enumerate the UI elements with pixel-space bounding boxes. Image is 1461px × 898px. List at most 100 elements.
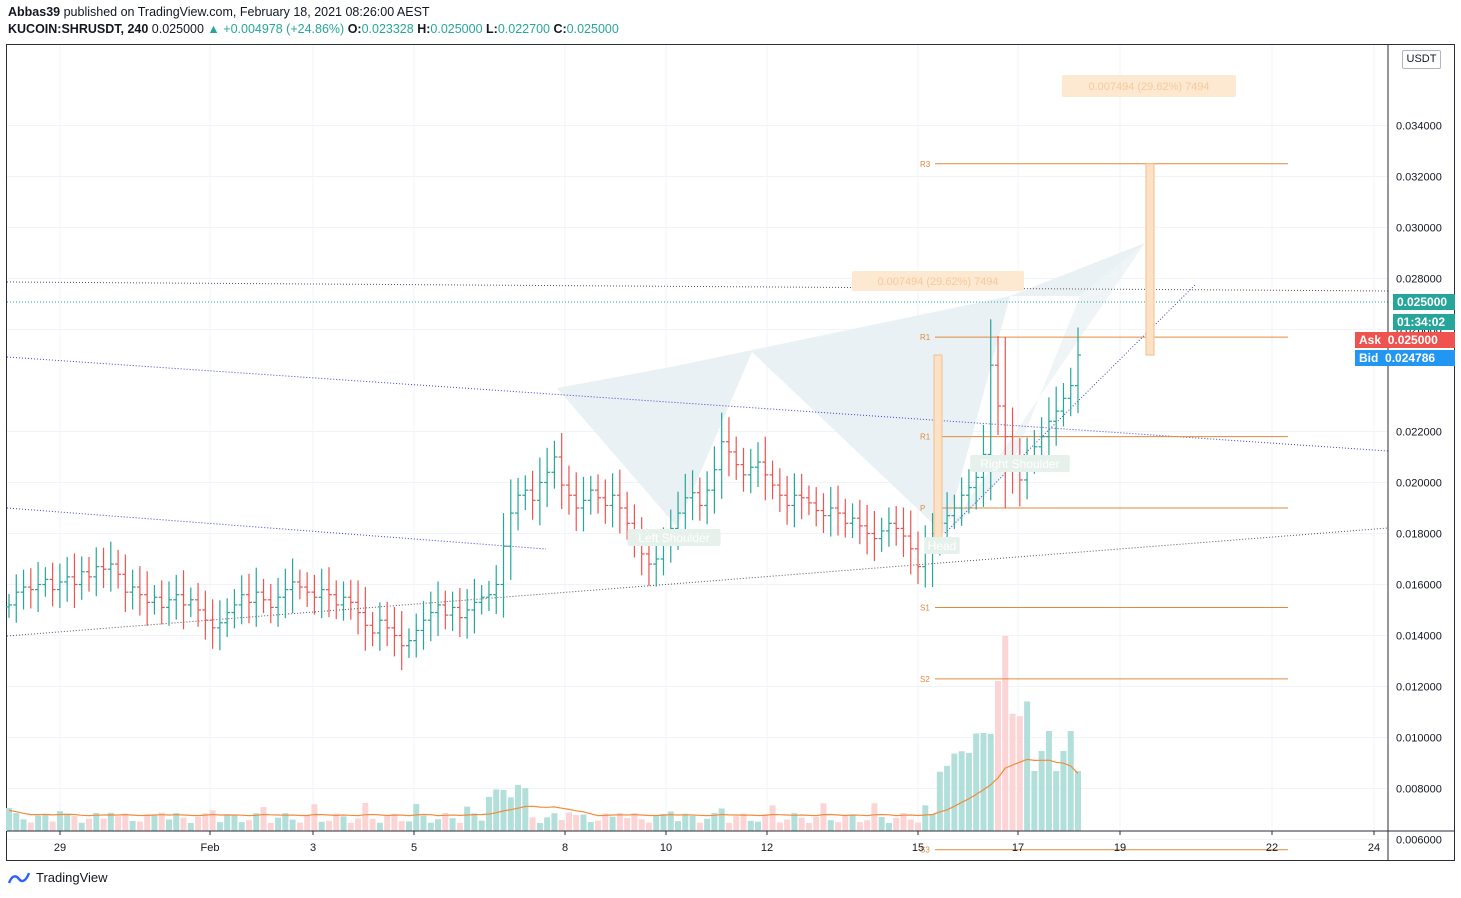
- volume-bar: [820, 803, 827, 831]
- volume-bar: [35, 815, 42, 831]
- time-tick-label: 19: [1114, 842, 1126, 854]
- volume-bar: [267, 822, 274, 831]
- high-value: 0.025000: [430, 22, 483, 36]
- volume-bar: [100, 818, 107, 831]
- volume-bar: [944, 765, 951, 831]
- volume-bar: [42, 814, 49, 831]
- volume-bar: [805, 822, 812, 831]
- volume-bar: [384, 815, 391, 831]
- volume-bar: [638, 819, 645, 831]
- head-label-box: [924, 537, 960, 554]
- volume-bar: [180, 817, 187, 831]
- volume-bar: [522, 788, 529, 831]
- price-tick-label: 0.022000: [1396, 427, 1442, 439]
- pivot-label: R3: [920, 160, 931, 169]
- ask-tag: Ask 0.025000: [1355, 332, 1455, 348]
- time-tick-label: 3: [310, 842, 316, 854]
- volume-bar: [413, 803, 420, 831]
- volume-bar: [122, 813, 129, 831]
- volume-bar: [27, 822, 34, 831]
- price-tick-label: 0.010000: [1396, 733, 1442, 745]
- volume-bar: [238, 822, 245, 831]
- open-label: O:: [347, 22, 362, 36]
- volume-bar: [311, 804, 318, 831]
- tradingview-logo[interactable]: TradingView: [8, 870, 108, 885]
- volume-bar: [980, 733, 987, 831]
- volume-bar: [696, 822, 703, 831]
- measure-label-top: 0.007494 (29.62%) 7494: [1088, 81, 1209, 93]
- annotations: 0.007494 (29.62%) 7494 0.007494 (29.62%) …: [627, 75, 1236, 554]
- volume-bar: [362, 803, 369, 831]
- volume-bar: [405, 821, 412, 831]
- volume-bar: [798, 817, 805, 831]
- chart-frame[interactable]: [6, 44, 1455, 861]
- ask-value: 0.025000: [1387, 333, 1438, 347]
- volume-bar: [645, 822, 652, 831]
- volume-bar: [464, 806, 471, 831]
- last-price-tag: 0.025000: [1393, 294, 1455, 310]
- countdown-tag: 01:34:02: [1393, 314, 1455, 330]
- volume-bar: [253, 813, 260, 831]
- pivot-label: S3: [920, 846, 930, 855]
- volume-bar: [609, 816, 616, 831]
- time-tick-label: 15: [912, 842, 924, 854]
- volume-bar: [187, 822, 194, 831]
- volume-bar: [224, 814, 231, 831]
- volume-bar: [245, 820, 252, 831]
- volume-bar: [682, 813, 689, 831]
- volume-bar: [289, 819, 296, 831]
- volume-bar: [973, 733, 980, 831]
- upper-dotted-line: [6, 281, 1389, 292]
- volume-bar: [318, 821, 325, 831]
- volume-bar: [347, 822, 354, 831]
- volume-bar: [355, 818, 362, 831]
- volume-bar: [791, 813, 798, 831]
- left-shoulder-label-box: [627, 529, 721, 546]
- volume-bar: [1002, 636, 1009, 831]
- time-tick-label: 17: [1012, 842, 1024, 854]
- volume-bar: [951, 753, 958, 831]
- currency-unit[interactable]: USDT: [1402, 50, 1441, 69]
- volume-bar: [900, 813, 907, 831]
- volume-bar: [1016, 716, 1023, 831]
- publish-text: published on TradingView.com, February 1…: [63, 5, 430, 19]
- pivot-label: R1: [920, 333, 931, 342]
- measure-box-top: [1145, 163, 1155, 356]
- volume-bar: [667, 811, 674, 831]
- volume-bar: [6, 808, 12, 831]
- volume-bar: [864, 820, 871, 831]
- volume-bar: [391, 813, 398, 831]
- volume-bar: [13, 813, 20, 831]
- volume-bar: [871, 803, 878, 831]
- volume-bar: [624, 818, 631, 831]
- volume-bar: [631, 813, 638, 831]
- volume-bar: [71, 816, 78, 831]
- volume-bar: [551, 813, 558, 831]
- volume-bar: [456, 822, 463, 831]
- bid-value: 0.024786: [1385, 351, 1436, 365]
- pivot-label: S1: [920, 603, 930, 612]
- volume-bar: [216, 822, 223, 831]
- volume-bar: [144, 814, 151, 831]
- volume-bar: [304, 815, 311, 831]
- volume-bar: [544, 817, 551, 831]
- price-tick-label: 0.028000: [1396, 274, 1442, 286]
- volume-bar: [733, 816, 740, 831]
- pattern-area: [557, 352, 752, 527]
- volume-bar: [907, 819, 914, 831]
- volume-bar: [653, 815, 660, 831]
- time-tick-label: 8: [562, 842, 568, 854]
- volume-bar: [762, 814, 769, 831]
- volume-bar: [587, 821, 594, 831]
- volume-bar: [1075, 771, 1081, 831]
- early-resistance-line: [6, 507, 547, 550]
- volume-bar: [64, 813, 71, 831]
- author: Abbas39: [8, 5, 61, 19]
- volume-bar: [573, 814, 580, 831]
- volume-bar: [507, 797, 514, 831]
- volume-bar: [675, 821, 682, 831]
- volume-bar: [376, 822, 383, 831]
- ohlc-line: KUCOIN:SHRUSDT, 240 0.025000 ▲ +0.004978…: [8, 22, 619, 36]
- volume-bar: [987, 733, 994, 831]
